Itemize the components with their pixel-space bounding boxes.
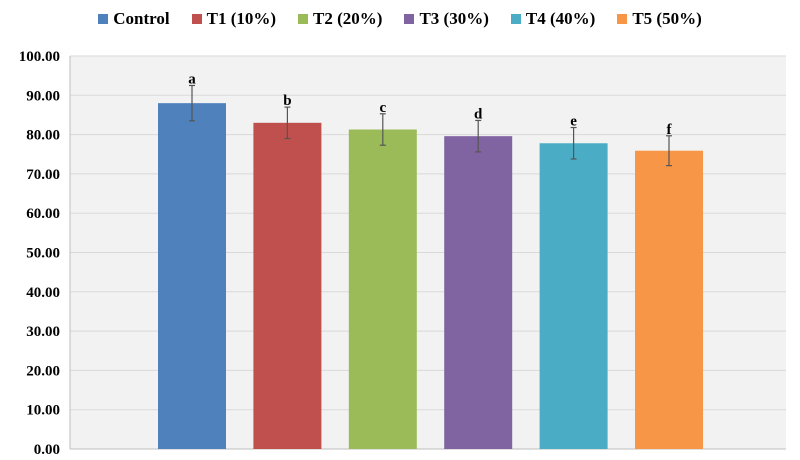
y-tick-label: 60.00 bbox=[26, 206, 60, 222]
legend-swatch bbox=[98, 14, 109, 24]
y-tick-label: 0.00 bbox=[34, 442, 60, 458]
legend-label: T3 (30%) bbox=[419, 9, 489, 28]
significance-label: d bbox=[474, 106, 483, 122]
legend-label: Control bbox=[113, 9, 170, 28]
legend-swatch bbox=[404, 14, 415, 24]
legend-swatch bbox=[510, 14, 521, 24]
y-tick-label: 10.00 bbox=[26, 403, 60, 419]
y-tick-label: 30.00 bbox=[26, 324, 60, 340]
legend-item: T4 (40%) bbox=[510, 9, 596, 29]
bar bbox=[253, 122, 322, 449]
legend-swatch bbox=[617, 14, 628, 24]
legend-item: T3 (30%) bbox=[404, 9, 489, 29]
legend-item: T2 (20%) bbox=[298, 9, 382, 29]
bar bbox=[444, 136, 513, 449]
legend-label: T1 (10%) bbox=[206, 9, 277, 28]
bar bbox=[539, 143, 608, 449]
legend-label: T4 (40%) bbox=[525, 9, 596, 28]
legend-item: T1 (10%) bbox=[191, 9, 277, 29]
legend-swatch bbox=[298, 14, 309, 24]
y-tick-label: 40.00 bbox=[26, 285, 60, 301]
significance-label: b bbox=[283, 93, 291, 109]
legend-label: T5 (50%) bbox=[632, 9, 702, 28]
y-tick-label: 20.00 bbox=[26, 363, 60, 379]
significance-label: f bbox=[667, 122, 673, 138]
bar bbox=[348, 129, 417, 449]
bar bbox=[158, 103, 226, 449]
legend-label: T2 (20%) bbox=[313, 9, 383, 28]
y-tick-label: 70.00 bbox=[26, 167, 60, 183]
y-tick-label: 100.00 bbox=[19, 49, 60, 65]
significance-label: e bbox=[570, 114, 577, 130]
legend: Control T1 (10%) T2 (20%) T3 (30%) T4 (40%) T… bbox=[0, 6, 800, 32]
significance-label: c bbox=[379, 100, 386, 116]
bar bbox=[635, 150, 703, 449]
legend-swatch bbox=[191, 14, 202, 24]
y-tick-label: 50.00 bbox=[26, 246, 60, 262]
y-tick-label: 90.00 bbox=[26, 88, 60, 104]
significance-label: a bbox=[188, 71, 196, 87]
y-tick-label: 80.00 bbox=[26, 128, 60, 144]
legend-item: T5 (50%) bbox=[617, 9, 702, 29]
legend-item: Control bbox=[98, 9, 170, 29]
